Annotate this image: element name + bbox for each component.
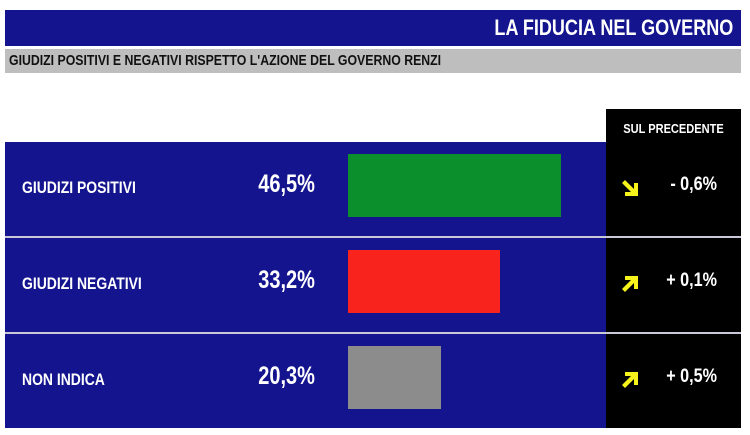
change-value: + 0,1% [666, 270, 717, 291]
change-column-header: SUL PRECEDENTE [623, 121, 724, 136]
change-value: + 0,5% [666, 366, 717, 387]
arrow-up-right-icon [622, 276, 638, 292]
chart-subtitle: GIUDIZI POSITIVI E NEGATIVI RISPETTO L'A… [9, 52, 442, 69]
value-label: 46,5% [258, 170, 315, 198]
bar-neutral [348, 346, 441, 409]
row-divider [5, 332, 741, 334]
chart-row-negative: GIUDIZI NEGATIVI 33,2% + 0,1% [5, 238, 741, 332]
row-divider [5, 236, 741, 238]
subtitle-bar: GIUDIZI POSITIVI E NEGATIVI RISPETTO L'A… [5, 49, 741, 73]
category-label: NON INDICA [22, 370, 105, 389]
category-label: GIUDIZI POSITIVI [22, 178, 136, 197]
chart-row-positive: GIUDIZI POSITIVI 46,5% - 0,6% [5, 142, 741, 236]
value-label: 33,2% [258, 266, 315, 294]
title-bar: LA FIDUCIA NEL GOVERNO [5, 10, 741, 46]
category-label: GIUDIZI NEGATIVI [22, 274, 142, 293]
change-value: - 0,6% [670, 174, 717, 195]
chart-row-neutral: NON INDICA 20,3% + 0,5% [5, 334, 741, 428]
arrow-up-right-icon [622, 372, 638, 388]
chart-title: LA FIDUCIA NEL GOVERNO [494, 15, 733, 40]
bar-negative [348, 250, 500, 313]
value-label: 20,3% [258, 362, 315, 390]
bar-positive [348, 154, 561, 217]
arrow-down-right-icon [622, 180, 638, 196]
